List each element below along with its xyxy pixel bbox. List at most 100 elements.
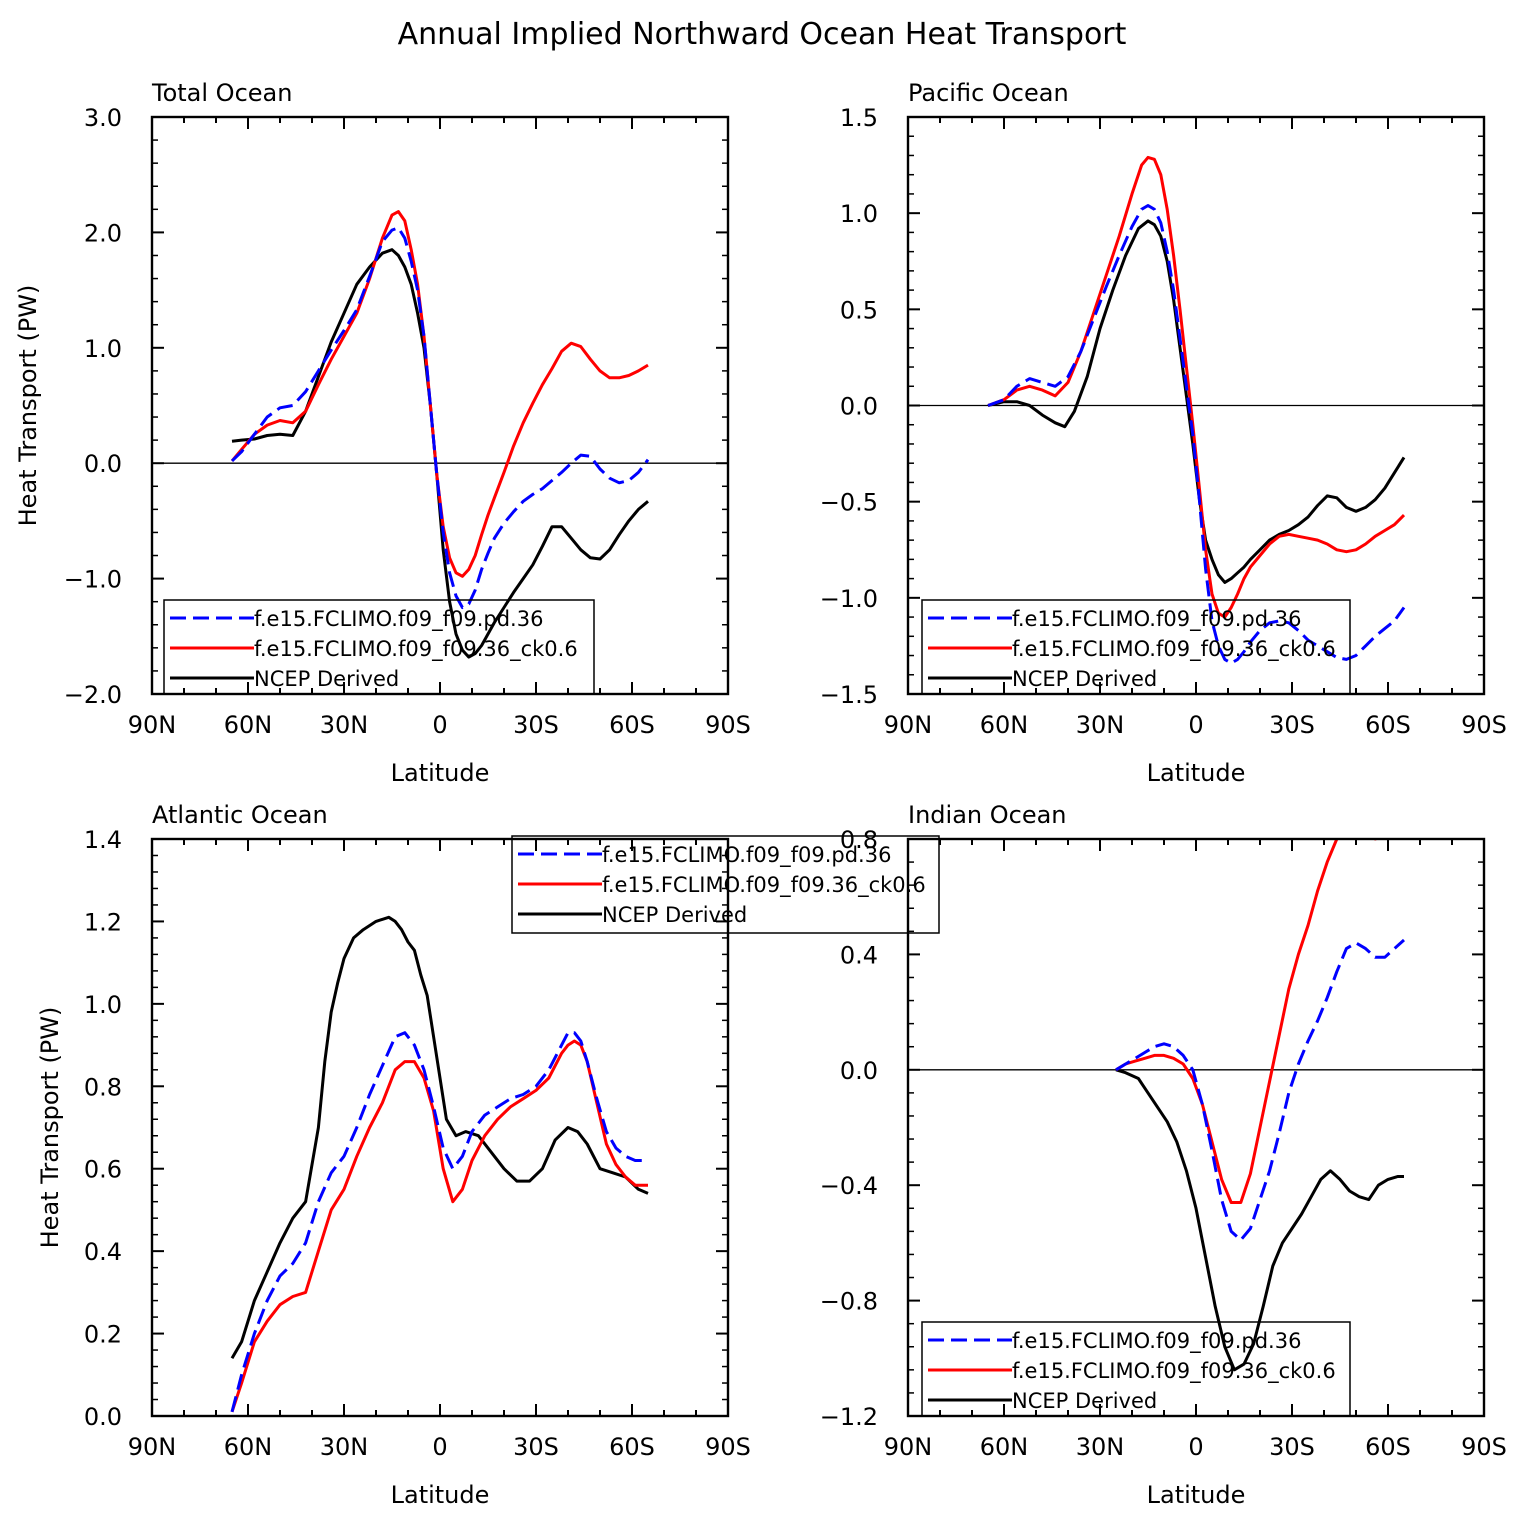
x-tick-label: 30N: [320, 1433, 369, 1461]
y-tick-label: 3.0: [84, 104, 122, 132]
x-tick-label: 60S: [609, 1433, 655, 1461]
x-tick-label: 30S: [513, 711, 559, 739]
y-tick-label: 0.8: [84, 1073, 122, 1101]
panel-1: Total Ocean 90N 60N 30N 0 30S 60S 90S −2.0 −1.0 0.…: [14, 79, 751, 787]
x-axis-label: Latitude: [1147, 1481, 1246, 1509]
x-tick-label: 0: [432, 1433, 447, 1461]
panel-4: Indian Ocean 90N 60N 30N 0 30S 60S 90S −1.2 −0.8 −…: [820, 801, 1507, 1509]
panel-2: Pacific Ocean 90N 60N 30N 0 30S 60S 90S −1.5 −1.0…: [820, 79, 1507, 787]
series-line-ncep: [230, 915, 649, 1360]
x-tick-label: 90S: [1461, 1433, 1507, 1461]
y-tick-label: 2.0: [84, 219, 122, 247]
x-tick-label: 60S: [1365, 1433, 1411, 1461]
legend-label: NCEP Derived: [254, 667, 399, 691]
legend-label: f.e15.FCLIMO.f09_f09.pd.36: [254, 607, 543, 632]
series-line-ck06: [1115, 839, 1381, 1204]
panel-3: Atlantic Ocean 90N 60N 30N 0 30S 60S 90S 0.0 0.2 0…: [36, 801, 940, 1509]
x-tick-label: 30S: [513, 1433, 559, 1461]
legend-box: [163, 599, 595, 695]
legend: f.e15.FCLIMO.f09_f09.pd.36 f.e15.FCLIMO.f…: [921, 599, 1351, 695]
panel-title: Pacific Ocean: [908, 79, 1069, 107]
figure-title: Annual Implied Northward Ocean Heat Tran…: [398, 17, 1127, 52]
y-axis-label: Heat Transport (PW): [14, 285, 42, 527]
y-tick-label: 0.0: [840, 393, 878, 421]
y-tick-label: 0.8: [840, 826, 878, 854]
y-tick-label: −1.0: [64, 566, 122, 594]
y-tick-label: 1.2: [84, 908, 122, 936]
y-tick-label: −0.4: [820, 1172, 878, 1200]
x-tick-label: 60N: [224, 1433, 273, 1461]
panel-title: Atlantic Ocean: [152, 801, 328, 829]
x-tick-label: 60S: [1365, 711, 1411, 739]
y-tick-label: −1.0: [820, 585, 878, 613]
panel-title: Total Ocean: [151, 79, 292, 107]
series-line-pd36: [1115, 938, 1406, 1242]
x-tick-label: 60N: [980, 1433, 1029, 1461]
series-line-ck06: [230, 210, 649, 578]
legend-label: f.e15.FCLIMO.f09_f09.36_ck0.6: [1012, 637, 1336, 662]
x-tick-label: 0: [1188, 711, 1203, 739]
legend-label: NCEP Derived: [1012, 667, 1157, 691]
x-tick-label: 60N: [224, 711, 273, 739]
x-tick-label: 90N: [884, 711, 933, 739]
y-tick-label: 0.4: [84, 1238, 122, 1266]
series-line-ck06: [987, 155, 1406, 619]
legend-box: [511, 835, 940, 934]
y-tick-label: 1.0: [84, 991, 122, 1019]
x-tick-label: 90S: [705, 1433, 751, 1461]
y-tick-label: 0.6: [84, 1156, 122, 1184]
legend-label: f.e15.FCLIMO.f09_f09.pd.36: [602, 843, 891, 868]
y-tick-label: −0.5: [820, 489, 878, 517]
panel-title: Indian Ocean: [908, 801, 1067, 829]
x-tick-label: 30N: [320, 711, 369, 739]
legend-label: f.e15.FCLIMO.f09_f09.36_ck0.6: [1012, 1359, 1336, 1384]
series-line-ncep: [231, 248, 649, 659]
legend-label: f.e15.FCLIMO.f09_f09.36_ck0.6: [602, 873, 926, 898]
y-tick-label: −1.2: [820, 1403, 878, 1431]
x-tick-label: 60N: [980, 711, 1029, 739]
y-tick-label: 1.5: [840, 104, 878, 132]
x-tick-label: 90S: [1461, 711, 1507, 739]
y-tick-label: 1.0: [840, 200, 878, 228]
x-tick-label: 60S: [609, 711, 655, 739]
x-tick-label: 90S: [705, 711, 751, 739]
x-tick-label: 90N: [128, 711, 177, 739]
y-tick-label: 0.0: [840, 1057, 878, 1085]
legend-label: f.e15.FCLIMO.f09_f09.36_ck0.6: [254, 637, 578, 662]
legend-label: NCEP Derived: [1012, 1389, 1157, 1413]
y-tick-label: 1.0: [84, 335, 122, 363]
y-tick-label: −2.0: [64, 681, 122, 709]
y-tick-label: −1.5: [820, 681, 878, 709]
y-tick-label: 0.4: [840, 941, 878, 969]
x-tick-label: 30S: [1269, 1433, 1315, 1461]
y-tick-label: 0.2: [84, 1321, 122, 1349]
x-tick-label: 0: [1188, 1433, 1203, 1461]
x-axis-label: Latitude: [391, 1481, 490, 1509]
legend: f.e15.FCLIMO.f09_f09.pd.36 f.e15.FCLIMO.f…: [511, 835, 940, 934]
legend-label: NCEP Derived: [602, 903, 747, 927]
x-tick-label: 30N: [1076, 1433, 1125, 1461]
legend-box: [921, 599, 1351, 695]
y-tick-label: 0.5: [840, 296, 878, 324]
series-line-ncep: [1115, 1068, 1404, 1372]
y-tick-label: 1.4: [84, 826, 122, 854]
legend-label: f.e15.FCLIMO.f09_f09.pd.36: [1012, 607, 1301, 632]
y-tick-label: 0.0: [84, 1403, 122, 1431]
x-tick-label: 0: [432, 711, 447, 739]
legend-label: f.e15.FCLIMO.f09_f09.pd.36: [1012, 1329, 1301, 1354]
x-axis-label: Latitude: [1147, 759, 1246, 787]
plot-frame: [150, 837, 730, 1418]
x-tick-label: 30N: [1076, 711, 1125, 739]
y-axis-label: Heat Transport (PW): [36, 1007, 64, 1249]
x-axis-label: Latitude: [391, 759, 490, 787]
x-tick-label: 30S: [1269, 711, 1315, 739]
series-line-pd36: [230, 226, 650, 609]
legend-box: [921, 1321, 1351, 1417]
y-tick-label: −0.8: [820, 1288, 878, 1316]
x-tick-label: 90N: [128, 1433, 177, 1461]
legend: f.e15.FCLIMO.f09_f09.pd.36 f.e15.FCLIMO.f…: [921, 1321, 1351, 1417]
series-line-ncep: [987, 219, 1406, 584]
series-line-pd36: [987, 204, 1406, 665]
series-line-ck06: [230, 1039, 648, 1413]
